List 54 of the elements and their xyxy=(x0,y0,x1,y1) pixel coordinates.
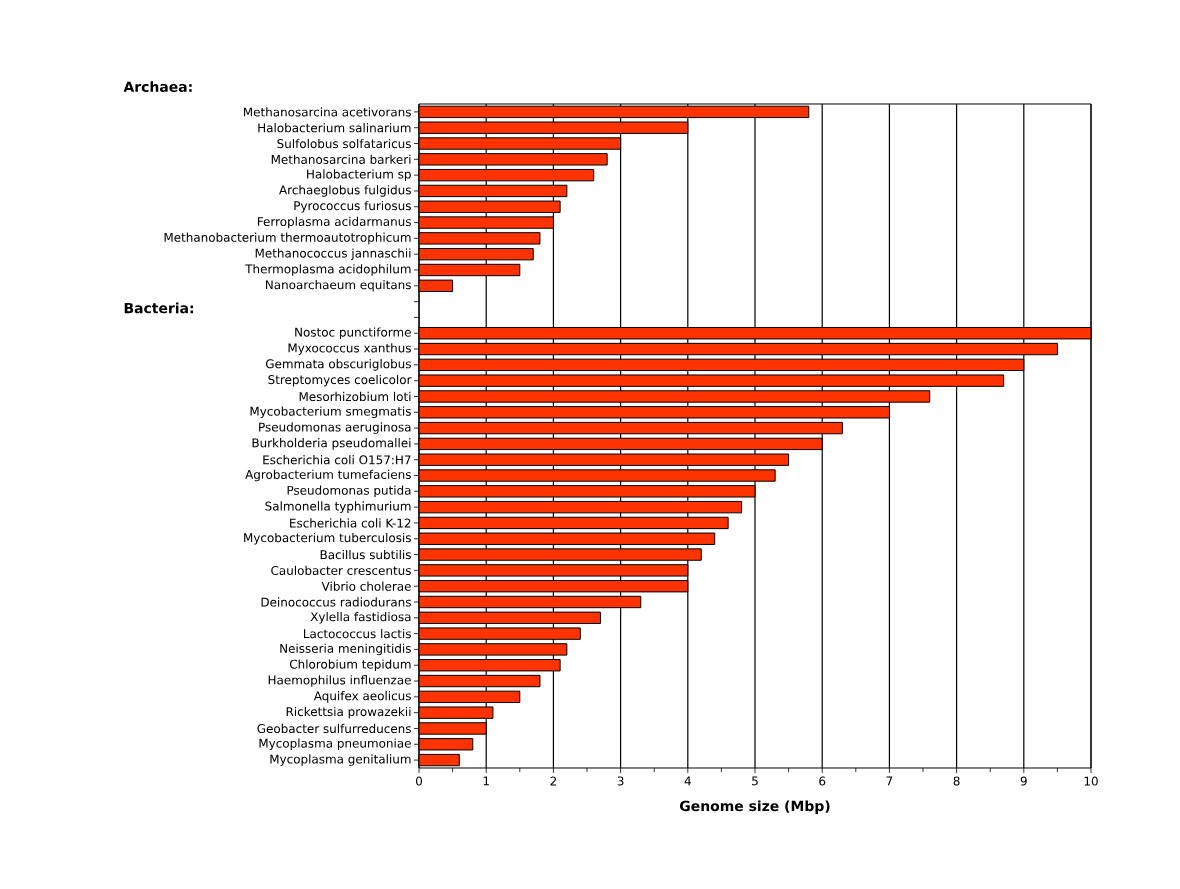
y-tick-label: Nanoarchaeum equitans xyxy=(266,280,411,292)
y-tick-label: Escherichia coli O157:H7 xyxy=(263,455,411,465)
x-tick-label: 10 xyxy=(1084,776,1098,786)
y-tick-label: Methanobacterium thermoautotrophicum xyxy=(164,232,411,245)
y-tick-label: Rickettsia prowazekii xyxy=(286,706,411,719)
y-tick-label: Chlorobium tepidum xyxy=(289,659,411,672)
y-tick-label: Myxococcus xanthus xyxy=(288,343,411,355)
y-tick-label: Nostoc punctiforme xyxy=(295,327,411,340)
x-tick-label: 9 xyxy=(1020,776,1027,786)
y-tick-label: Halobacterium salinarium xyxy=(258,123,411,133)
x-tick-label: 3 xyxy=(617,776,624,786)
y-tick-label: Lactococcus lactis xyxy=(304,628,411,639)
y-tick-label: Streptomyces coelicolor xyxy=(268,374,412,387)
x-tick-label: 7 xyxy=(886,776,893,786)
x-tick-label: 4 xyxy=(684,776,691,786)
y-tick-label: Methanococcus jannaschii xyxy=(255,248,411,260)
x-tick-label: 0 xyxy=(415,776,423,786)
y-tick-label: Aquifex aeolicus xyxy=(313,691,411,703)
text: Archaea: xyxy=(123,81,192,93)
y-tick-label: Mycoplasma genitalium xyxy=(270,754,411,766)
y-tick-label: Sulfolobus solfataricus xyxy=(277,138,411,149)
y-tick-label: Pseudomonas putida xyxy=(287,485,411,498)
y-tick-label: Vibrio cholerae xyxy=(321,581,411,591)
y-tick-label: Gemmata obscuriglobus xyxy=(265,359,411,371)
y-tick-label: Mycoplasma pneumoniae xyxy=(259,738,411,751)
y-tick-label: Mycobacterium tuberculosis xyxy=(244,532,411,545)
y-tick-label: Ferroplasma acidarmanus xyxy=(257,216,411,229)
y-tick-label: Neisseria meningitidis xyxy=(280,643,411,656)
x-axis-title: Genome size (Mbp) xyxy=(680,800,830,814)
y-tick-label: Haemophilus influenzae xyxy=(268,675,411,687)
x-tick-label: 5 xyxy=(752,776,758,786)
y-tick-label: Methanosarcina barkeri xyxy=(271,154,411,164)
y-tick-label: Mycobacterium smegmatis xyxy=(250,406,411,419)
y-tick-label: Methanosarcina acetivorans xyxy=(244,107,411,117)
y-tick-label: Xylella fastidiosa xyxy=(310,612,411,624)
text: Bacteria: xyxy=(124,302,194,314)
y-tick-label: Pseudomonas aeruginosa xyxy=(259,422,411,434)
y-tick-label: Halobacterium sp xyxy=(307,169,411,181)
x-tick-label: 2 xyxy=(550,776,557,786)
y-tick-label: Caulobacter crescentus xyxy=(271,565,411,575)
y-tick-label: Agrobacterium tumefaciens xyxy=(245,469,411,482)
y-tick-label: Deinococcus radiodurans xyxy=(261,597,411,607)
x-tick-label: 6 xyxy=(819,776,826,786)
y-tick-label: Escherichia coli K-12 xyxy=(290,518,411,528)
y-tick-label: Thermoplasma acidophilum xyxy=(245,264,411,276)
x-tick-label: 8 xyxy=(953,776,960,786)
y-tick-label: Geobacter sulfurreducens xyxy=(257,723,411,734)
y-tick-label: Burkholderia pseudomallei xyxy=(252,438,411,450)
y-tick-label: Salmonella typhimurium xyxy=(265,501,411,513)
y-tick-label: Mesorhizobium loti xyxy=(299,391,411,402)
y-tick-label: Pyrococcus furiosus xyxy=(294,200,411,213)
y-tick-label: Bacillus subtilis xyxy=(320,549,411,560)
y-tick-label: Archaeglobus fulgidus xyxy=(279,185,411,197)
x-tick-label: 1 xyxy=(483,776,489,786)
